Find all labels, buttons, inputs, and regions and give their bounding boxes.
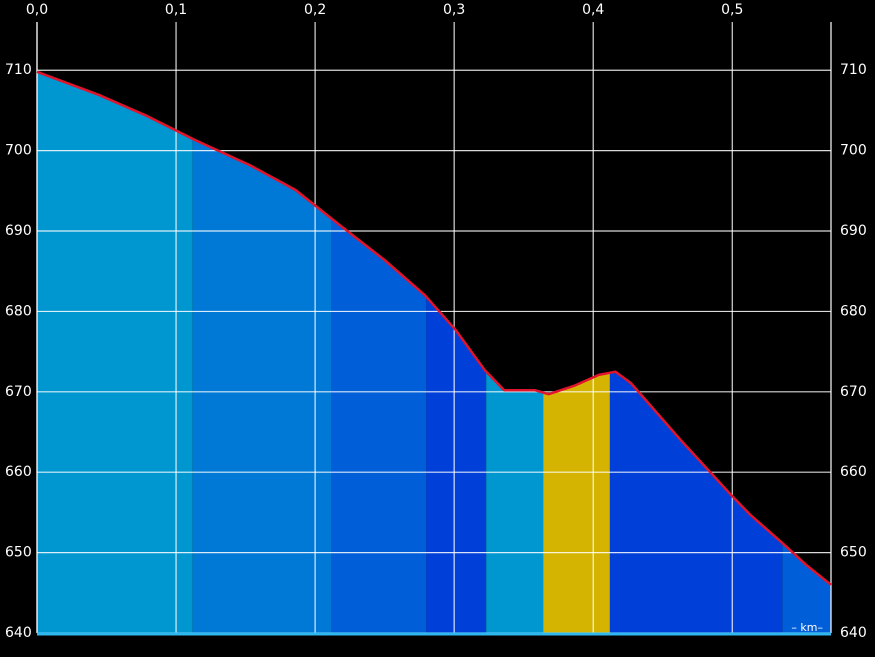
band [37,71,193,633]
x-tick-label: 0,2 [304,2,326,18]
y-tick-label: 660 [5,464,32,480]
y-tick-label: 670 [5,384,32,400]
x-tick-label: 0,4 [582,2,604,18]
y-tick-label-right: 650 [840,545,867,561]
foreground: 640 640 650 650 660 660 670 670 680 680 690 690 700 7… [5,2,867,641]
y-tick-label-right: 680 [840,303,867,319]
y-tick-label: 700 [5,143,32,159]
y-tick-label: 710 [5,62,32,78]
grid [36,22,832,634]
x-tick-label: 0,5 [721,2,743,18]
y-tick-label-right: 640 [840,625,867,641]
y-tick-label: 680 [5,303,32,319]
y-tick-label: 650 [5,545,32,561]
y-tick-label-right: 670 [840,384,867,400]
y-tick-label-right: 700 [840,143,867,159]
y-tick-label-right: 660 [840,464,867,480]
x-tick-label: 0,0 [26,2,48,18]
x-unit-label: – km– [791,621,823,634]
y-tick-label: 690 [5,223,32,239]
profile-line [36,70,832,586]
y-tick-label-right: 690 [840,223,867,239]
y-tick-label: 640 [5,625,32,641]
y-tick-label-right: 710 [840,62,867,78]
x-tick-label: 0,1 [165,2,187,18]
x-tick-label: 0,3 [443,2,465,18]
